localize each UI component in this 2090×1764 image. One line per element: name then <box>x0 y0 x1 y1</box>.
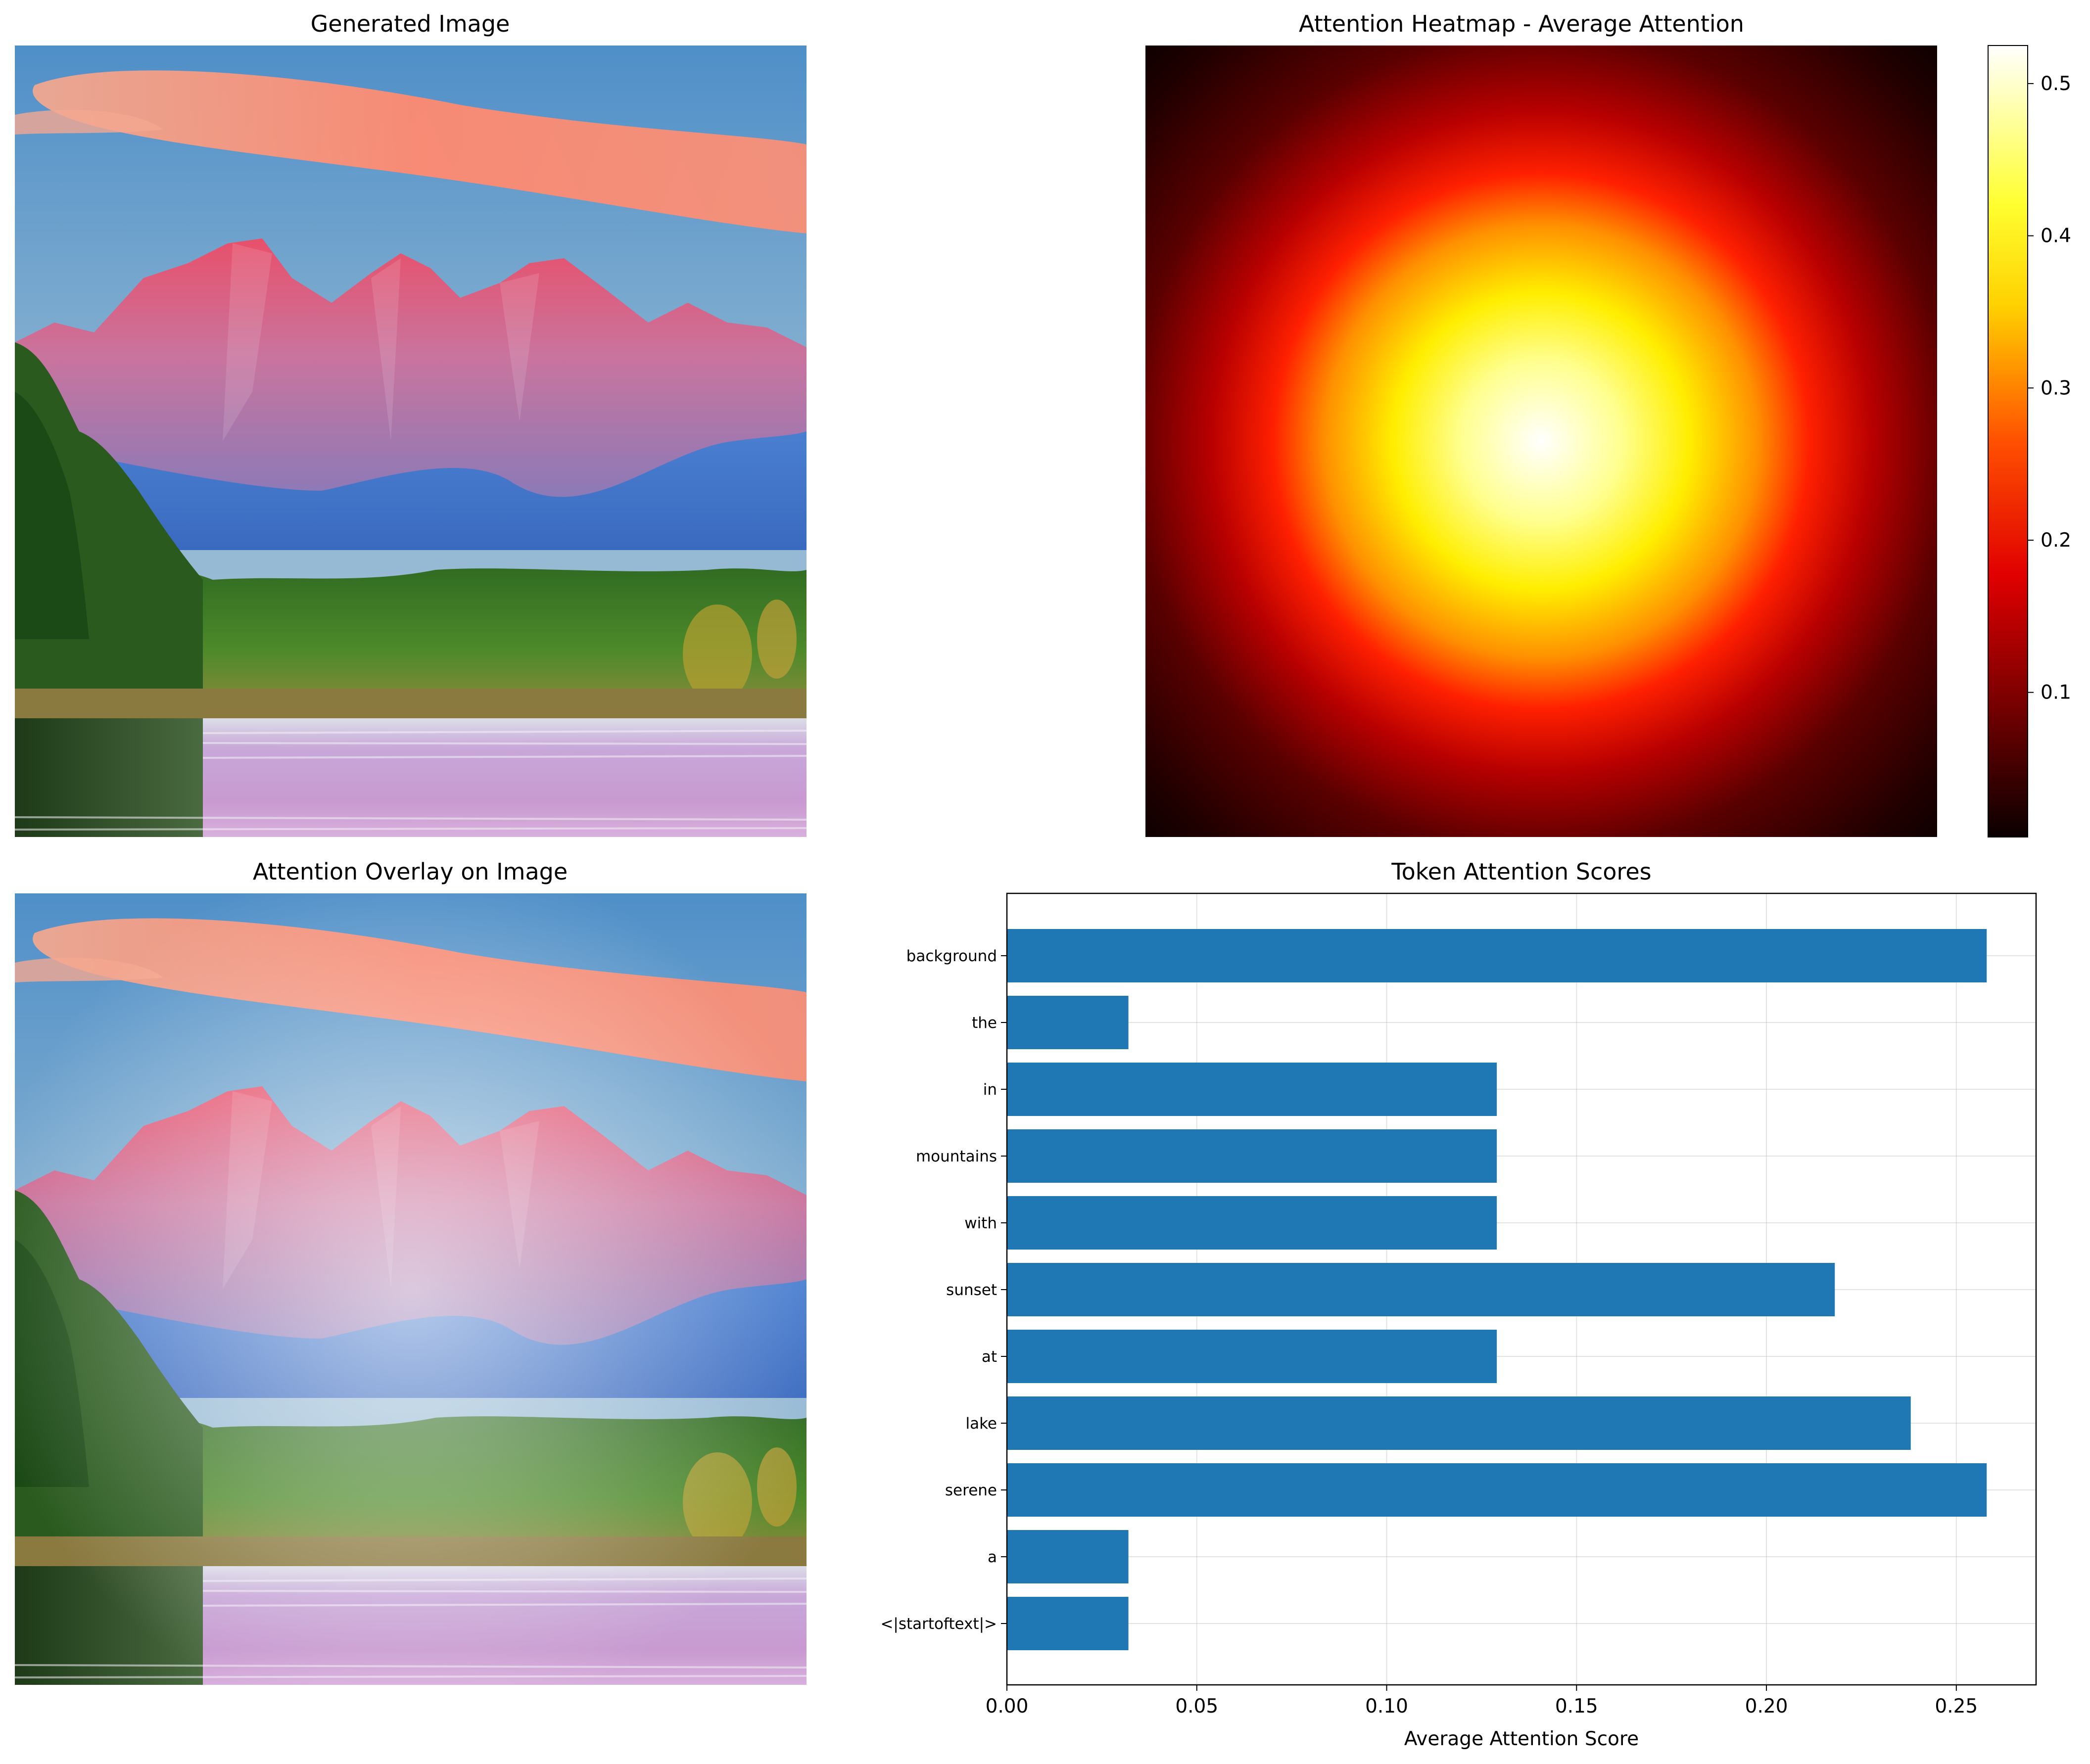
bar <box>1007 929 1987 982</box>
attention-heatmap <box>1145 46 1937 837</box>
bar <box>1007 1530 1129 1583</box>
bar <box>1007 1129 1497 1183</box>
bar-chart-x-axis-label: Average Attention Score <box>1404 1728 1639 1750</box>
colorbar-tick-label: 0.5 <box>2041 73 2071 95</box>
x-tick-label: 0.10 <box>1365 1695 1408 1718</box>
y-tick-label: the <box>972 1014 997 1032</box>
colorbar-ticks: 0.1 0.2 0.3 0.4 0.5 <box>2028 73 2071 704</box>
bar <box>1007 1063 1497 1116</box>
y-tick-label: in <box>983 1081 997 1099</box>
colorbar-tick-label: 0.1 <box>2041 682 2071 704</box>
y-tick-label: background <box>906 947 997 965</box>
colorbar-tick-label: 0.2 <box>2041 529 2071 552</box>
overlay-title: Attention Overlay on Image <box>253 858 568 885</box>
x-tick-label: 0.20 <box>1745 1695 1788 1718</box>
bar-chart-x-ticks: 0.00 0.05 0.10 0.15 0.20 0.25 <box>986 1685 1978 1718</box>
y-tick-label: sunset <box>946 1281 997 1299</box>
y-tick-label: mountains <box>916 1148 997 1165</box>
x-tick-label: 0.25 <box>1935 1695 1978 1718</box>
x-tick-label: 0.00 <box>986 1695 1029 1718</box>
overlay-image <box>15 893 807 1685</box>
bar <box>1007 1597 1129 1650</box>
bar <box>1007 1330 1497 1383</box>
colorbar-tick-label: 0.4 <box>2041 225 2071 247</box>
bar-chart-y-ticks: <|startoftext|> a serene lake at sunset with mo… <box>880 947 1007 1633</box>
x-tick-label: 0.05 <box>1175 1695 1218 1718</box>
y-tick-label: <|startoftext|> <box>880 1615 997 1633</box>
bar <box>1007 1196 1497 1250</box>
y-tick-label: with <box>964 1214 997 1232</box>
x-tick-label: 0.15 <box>1555 1695 1598 1718</box>
heatmap-title: Attention Heatmap - Average Attention <box>1299 10 1744 37</box>
bar <box>1007 1263 1835 1316</box>
bar <box>1007 1463 1987 1517</box>
bar-chart-bars <box>1007 929 1987 1650</box>
bar <box>1007 1396 1911 1450</box>
bar <box>1007 996 1129 1049</box>
y-tick-label: serene <box>945 1482 997 1499</box>
y-tick-label: lake <box>965 1415 997 1433</box>
y-tick-label: at <box>982 1348 997 1366</box>
generated-image-title: Generated Image <box>311 10 510 37</box>
colorbar <box>1988 45 2028 837</box>
generated-image <box>15 46 807 837</box>
y-tick-label: a <box>988 1548 997 1566</box>
bar-chart-title: Token Attention Scores <box>1391 858 1651 885</box>
colorbar-tick-label: 0.3 <box>2041 377 2071 399</box>
